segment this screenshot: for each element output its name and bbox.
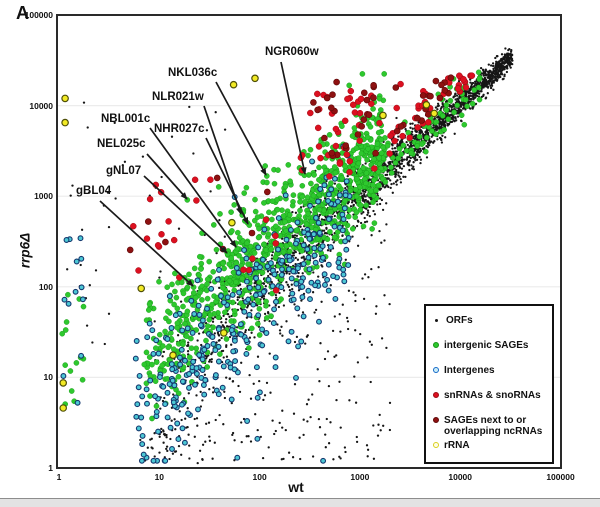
y-tick-label: 1	[48, 463, 53, 473]
legend-item: rRNA	[433, 440, 548, 451]
x-tick-label: 100000	[546, 472, 575, 482]
y-tick-label: 100000	[24, 10, 53, 20]
figure-bottom-edge	[0, 498, 600, 507]
legend-marker-icon	[433, 442, 439, 448]
legend-item-label: SAGEs next to or overlapping ncRNAs	[444, 415, 543, 437]
data-points	[59, 47, 514, 465]
gene-label: NBL001c	[101, 113, 151, 125]
x-tick-label: 1000	[350, 472, 370, 482]
legend-item: intergenic SAGEs	[433, 340, 548, 351]
y-axis-title: rrp6Δ	[17, 232, 33, 269]
legend-marker-icon	[435, 319, 438, 322]
legend-marker-icon	[433, 367, 439, 373]
legend-item: Intergenes	[433, 365, 548, 376]
gene-label: gNL07	[106, 165, 142, 177]
gene-label: NHR027c	[154, 123, 205, 135]
legend-item: ORFs	[433, 315, 548, 326]
legend-item-label: snRNAs & snoRNAs	[444, 390, 541, 401]
legend-item-label: Intergenes	[444, 365, 495, 376]
legend-marker-icon	[433, 417, 439, 423]
legend-item: SAGEs next to or overlapping ncRNAs	[433, 415, 548, 437]
legend-marker-icon	[433, 392, 439, 398]
x-tick-label: 10000	[448, 472, 472, 482]
legend-marker-icon	[433, 342, 439, 348]
x-tick-label: 10	[154, 472, 165, 482]
x-tick-label: 100	[252, 472, 267, 482]
legend-item-label: ORFs	[446, 315, 473, 326]
x-axis-title: wt	[288, 479, 304, 495]
gene-label: gBL04	[76, 185, 112, 197]
y-tick-label: 10	[43, 372, 53, 383]
y-tick-label: 1000	[34, 191, 53, 202]
legend-item: snRNAs & snoRNAs	[433, 390, 548, 401]
y-tick-label: 100	[38, 281, 53, 292]
gene-label: NLR021w	[152, 91, 204, 103]
gene-label: NEL025c	[97, 138, 146, 150]
x-tick-label: 1	[56, 472, 62, 482]
legend-item-label: intergenic SAGEs	[444, 340, 529, 351]
gene-label: NKL036c	[168, 67, 218, 79]
panel-label: A	[16, 3, 29, 23]
legend-item-label: rRNA	[444, 440, 470, 451]
legend: ORFs intergenic SAGEs Intergenes snRNAs & s…	[424, 304, 554, 464]
gene-label: NGR060w	[265, 46, 319, 58]
y-tick-label: 10000	[29, 100, 53, 111]
annotation-arrows	[99, 61, 307, 287]
